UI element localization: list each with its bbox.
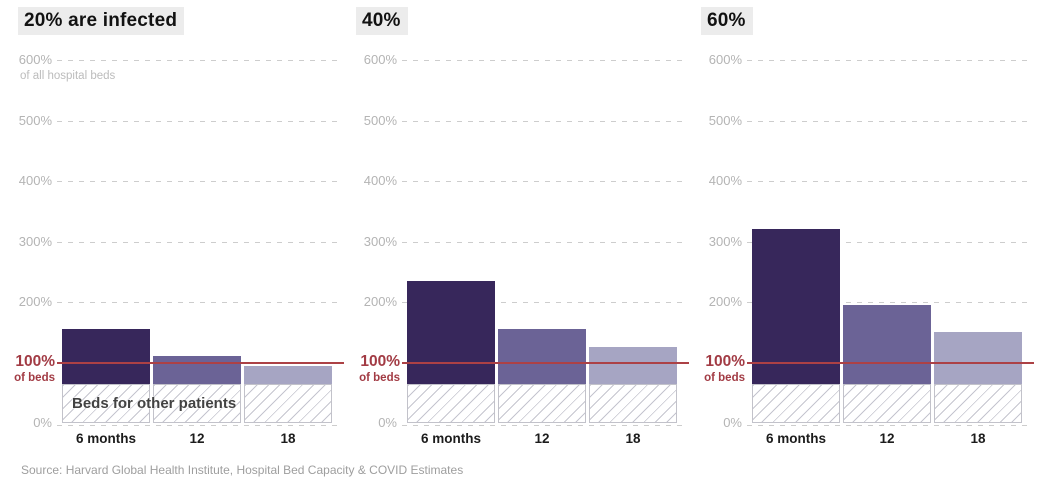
y-tick-200: 200% [363, 294, 397, 309]
bar-12 [153, 356, 241, 384]
panel-title-highlight: 60% [701, 7, 753, 35]
occupied-beds-hatch [752, 383, 840, 423]
y-tick-400: 400% [363, 173, 397, 188]
y-tick-200: 200% [708, 294, 742, 309]
panel-title-highlight: 40% [356, 7, 408, 35]
capacity-label-value: 100% [15, 352, 55, 370]
y-tick-0: 0% [33, 415, 52, 430]
panel-title-highlight: 20% are infected [18, 7, 185, 35]
bar-18 [589, 347, 677, 384]
gridline-500 [747, 120, 1030, 122]
occupied-beds-hatch [62, 383, 150, 423]
y-tick-400: 400% [18, 173, 52, 188]
x-tick-18: 18 [280, 431, 296, 446]
panel-60-percent-infected: 60% 600% 500% 400% 300% 200% 0% 6 months 12 18 10… [690, 0, 1039, 460]
x-tick-6-months: 6 months [75, 431, 136, 446]
y-tick-0: 0% [723, 415, 742, 430]
capacity-label-unit: of beds [704, 371, 745, 384]
y-tick-500: 500% [363, 112, 397, 128]
bar-18 [244, 365, 332, 384]
x-tick-12: 12 [879, 431, 895, 446]
source-note: Source: Harvard Global Health Institute,… [21, 463, 464, 477]
bar-6-months [752, 229, 840, 384]
capacity-label-unit: of beds [14, 371, 55, 384]
y-tick-600: 600% [708, 52, 742, 67]
gridline-0 [402, 425, 685, 426]
capacity-100pct-label: 100% of beds [345, 352, 400, 384]
y-tick-300: 300% [18, 233, 52, 249]
occupied-beds-hatch [407, 383, 495, 423]
panel-title: 60% [701, 7, 753, 35]
gridline-400 [402, 181, 685, 182]
capacity-100pct-line [402, 361, 689, 364]
capacity-100pct-line [57, 361, 344, 364]
gridline-200 [747, 302, 1030, 303]
gridline-600 [747, 60, 1030, 61]
gridline-600 [57, 60, 340, 61]
gridline-300 [747, 241, 1030, 243]
bar-6-months [407, 280, 495, 384]
occupied-beds-hatch [153, 383, 241, 423]
gridline-200 [402, 302, 685, 303]
occupied-beds-hatch [843, 383, 931, 423]
y-tick-300: 300% [363, 233, 397, 249]
bar-6-months [62, 329, 150, 384]
y-tick-200: 200% [18, 294, 52, 309]
capacity-100pct-line [747, 361, 1034, 364]
capacity-label-value: 100% [360, 352, 400, 370]
y-tick-600: 600% [363, 52, 397, 67]
gridline-500 [57, 120, 340, 122]
capacity-100pct-label: 100% of beds [690, 352, 745, 384]
panel-title: 40% [356, 7, 408, 35]
panel-40-percent-infected: 40% 600% 500% 400% 300% 200% 0% 6 months 12 18 10… [345, 0, 690, 460]
gridline-300 [402, 241, 685, 243]
x-tick-6-months: 6 months [420, 431, 481, 446]
y-tick-600: 600% [18, 52, 52, 67]
occupied-beds-hatch [589, 383, 677, 423]
chart-plot-40-percent: 600% 500% 400% 300% 200% 0% 6 months 12 18 100% of… [345, 52, 690, 446]
panel-20-percent-infected: 20% are infected 600% 500% 400% 300% 200% 0% o… [0, 0, 345, 460]
y-tick-500: 500% [18, 112, 52, 128]
x-tick-12: 12 [534, 431, 550, 446]
y-tick-500: 500% [708, 112, 742, 128]
gridline-400 [57, 181, 340, 182]
x-tick-12: 12 [189, 431, 205, 446]
gridline-0 [57, 425, 340, 426]
gridline-600 [402, 60, 685, 61]
occupied-beds-hatch [244, 383, 332, 423]
capacity-label-value: 100% [705, 352, 745, 370]
occupied-beds-hatch [498, 383, 586, 423]
gridline-400 [747, 181, 1030, 182]
gridline-200 [57, 302, 340, 303]
bar-12 [498, 329, 586, 384]
bar-18 [934, 332, 1022, 384]
x-tick-18: 18 [625, 431, 641, 446]
capacity-100pct-label: 100% of beds [0, 352, 55, 384]
x-tick-18: 18 [970, 431, 986, 446]
occupied-beds-hatch [934, 383, 1022, 423]
capacity-label-unit: of beds [359, 371, 400, 384]
y-tick-300: 300% [708, 233, 742, 249]
panel-title: 20% are infected [18, 7, 185, 35]
x-tick-6-months: 6 months [765, 431, 826, 446]
occupied-beds-label: Beds for other patients [72, 395, 237, 412]
bar-12 [843, 305, 931, 384]
chart-plot-20-percent: 600% 500% 400% 300% 200% 0% of all hospital be… [0, 52, 345, 446]
gridline-500 [402, 120, 685, 122]
y-axis-note: of all hospital beds [20, 70, 116, 82]
y-tick-0: 0% [378, 415, 397, 430]
gridline-0 [747, 425, 1030, 426]
gridline-300 [57, 241, 340, 243]
y-tick-400: 400% [708, 173, 742, 188]
chart-plot-60-percent: 600% 500% 400% 300% 200% 0% 6 months 12 18 100% of… [690, 52, 1035, 446]
